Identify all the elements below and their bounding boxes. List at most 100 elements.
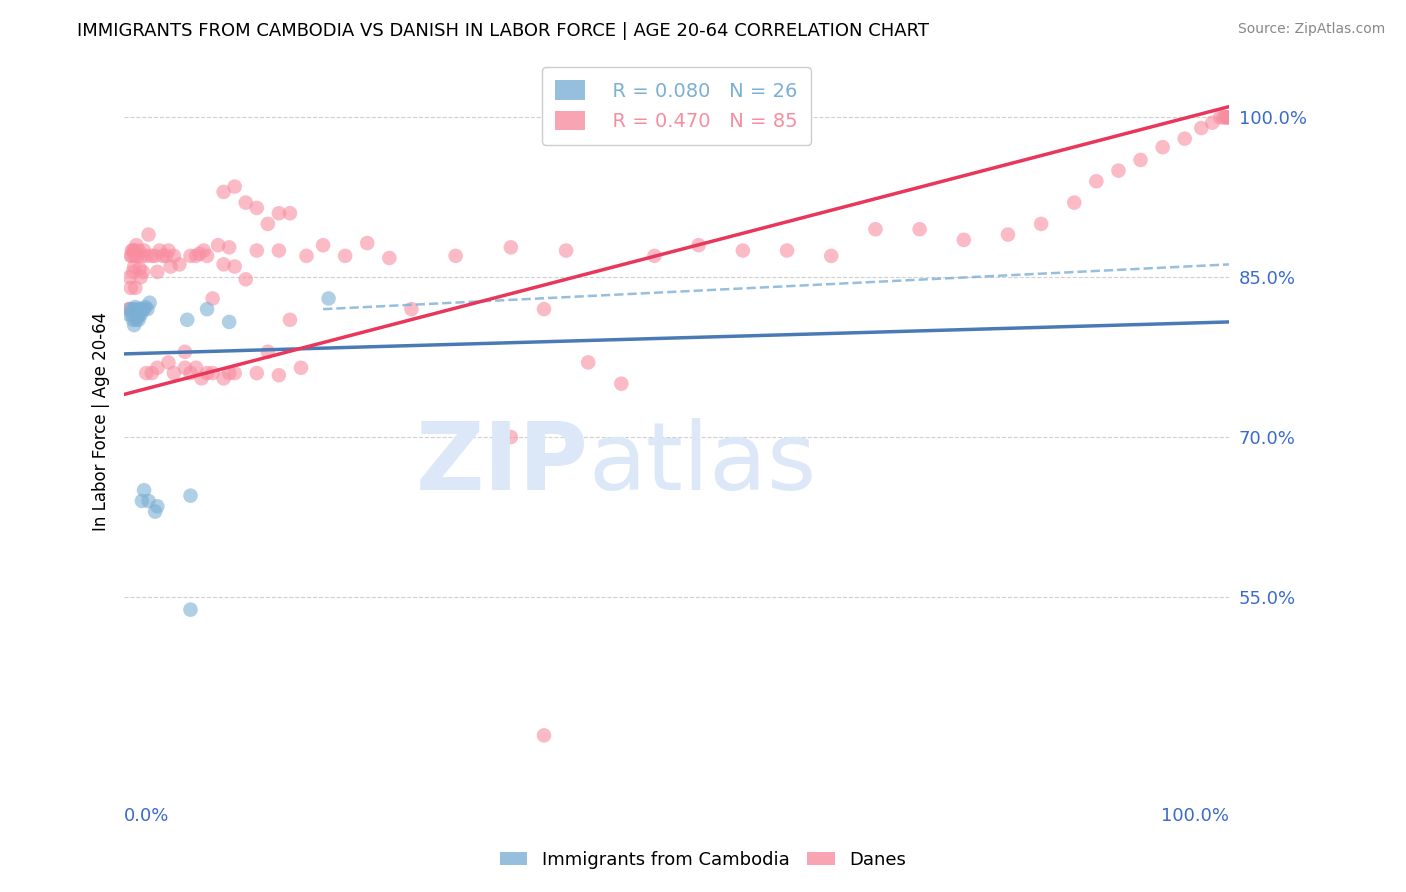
- Text: atlas: atlas: [588, 417, 817, 510]
- Point: [246, 244, 269, 258]
- Point: [218, 315, 240, 329]
- Text: ZIP: ZIP: [415, 417, 588, 510]
- Point: [124, 304, 146, 318]
- Point: [120, 249, 142, 263]
- Point: [143, 249, 166, 263]
- Point: [356, 236, 378, 251]
- Point: [122, 260, 145, 274]
- Point: [533, 302, 555, 317]
- Point: [444, 249, 467, 263]
- Point: [731, 244, 754, 258]
- Point: [820, 249, 842, 263]
- Point: [121, 244, 143, 258]
- Point: [278, 313, 301, 327]
- Text: IMMIGRANTS FROM CAMBODIA VS DANISH IN LABOR FORCE | AGE 20-64 CORRELATION CHART: IMMIGRANTS FROM CAMBODIA VS DANISH IN LA…: [77, 22, 929, 40]
- Point: [132, 483, 155, 498]
- Point: [125, 313, 148, 327]
- Point: [146, 360, 169, 375]
- Point: [610, 376, 633, 391]
- Point: [201, 366, 224, 380]
- Point: [135, 249, 157, 263]
- Point: [131, 249, 153, 263]
- Point: [378, 251, 401, 265]
- Point: [129, 270, 152, 285]
- Point: [212, 185, 235, 199]
- Point: [184, 360, 207, 375]
- Legend: Immigrants from Cambodia, Danes: Immigrants from Cambodia, Danes: [494, 844, 912, 876]
- Point: [120, 281, 142, 295]
- Point: [499, 430, 522, 444]
- Point: [533, 728, 555, 742]
- Point: [235, 195, 257, 210]
- Point: [118, 270, 141, 285]
- Point: [184, 249, 207, 263]
- Point: [401, 302, 423, 317]
- Point: [148, 244, 170, 258]
- Point: [141, 249, 163, 263]
- Text: 100.0%: 100.0%: [1161, 806, 1229, 824]
- Point: [128, 261, 150, 276]
- Point: [132, 302, 155, 317]
- Point: [267, 244, 290, 258]
- Point: [122, 265, 145, 279]
- Point: [278, 206, 301, 220]
- Point: [1209, 111, 1232, 125]
- Point: [1085, 174, 1108, 188]
- Point: [117, 308, 139, 322]
- Point: [246, 201, 269, 215]
- Point: [179, 602, 201, 616]
- Point: [124, 249, 146, 263]
- Point: [312, 238, 335, 252]
- Point: [908, 222, 931, 236]
- Point: [122, 244, 145, 258]
- Point: [129, 308, 152, 322]
- Point: [224, 366, 246, 380]
- Point: [576, 355, 599, 369]
- Point: [128, 313, 150, 327]
- Point: [193, 244, 215, 258]
- Point: [157, 244, 180, 258]
- Point: [127, 302, 149, 317]
- Point: [136, 302, 159, 317]
- Point: [997, 227, 1019, 242]
- Point: [224, 260, 246, 274]
- Point: [138, 227, 160, 242]
- Point: [122, 302, 145, 317]
- Point: [128, 244, 150, 258]
- Point: [155, 249, 177, 263]
- Point: [188, 246, 211, 260]
- Point: [138, 295, 160, 310]
- Point: [122, 313, 145, 327]
- Point: [132, 265, 155, 279]
- Y-axis label: In Labor Force | Age 20-64: In Labor Force | Age 20-64: [93, 311, 110, 531]
- Point: [117, 302, 139, 317]
- Point: [129, 302, 152, 317]
- Point: [128, 306, 150, 320]
- Point: [295, 249, 318, 263]
- Point: [290, 360, 312, 375]
- Point: [124, 300, 146, 314]
- Point: [256, 217, 278, 231]
- Point: [1174, 131, 1197, 145]
- Point: [1215, 111, 1237, 125]
- Point: [1189, 120, 1212, 135]
- Point: [134, 300, 156, 314]
- Point: [169, 257, 191, 271]
- Point: [125, 308, 148, 322]
- Point: [163, 366, 186, 380]
- Point: [176, 313, 198, 327]
- Point: [776, 244, 799, 258]
- Point: [179, 366, 201, 380]
- Point: [1063, 195, 1085, 210]
- Point: [179, 489, 201, 503]
- Point: [1215, 111, 1237, 125]
- Point: [127, 310, 149, 325]
- Point: [124, 281, 146, 295]
- Point: [195, 302, 218, 317]
- Point: [190, 371, 212, 385]
- Point: [163, 249, 186, 263]
- Point: [499, 240, 522, 254]
- Point: [643, 249, 665, 263]
- Text: Source: ZipAtlas.com: Source: ZipAtlas.com: [1237, 22, 1385, 37]
- Point: [1212, 111, 1234, 125]
